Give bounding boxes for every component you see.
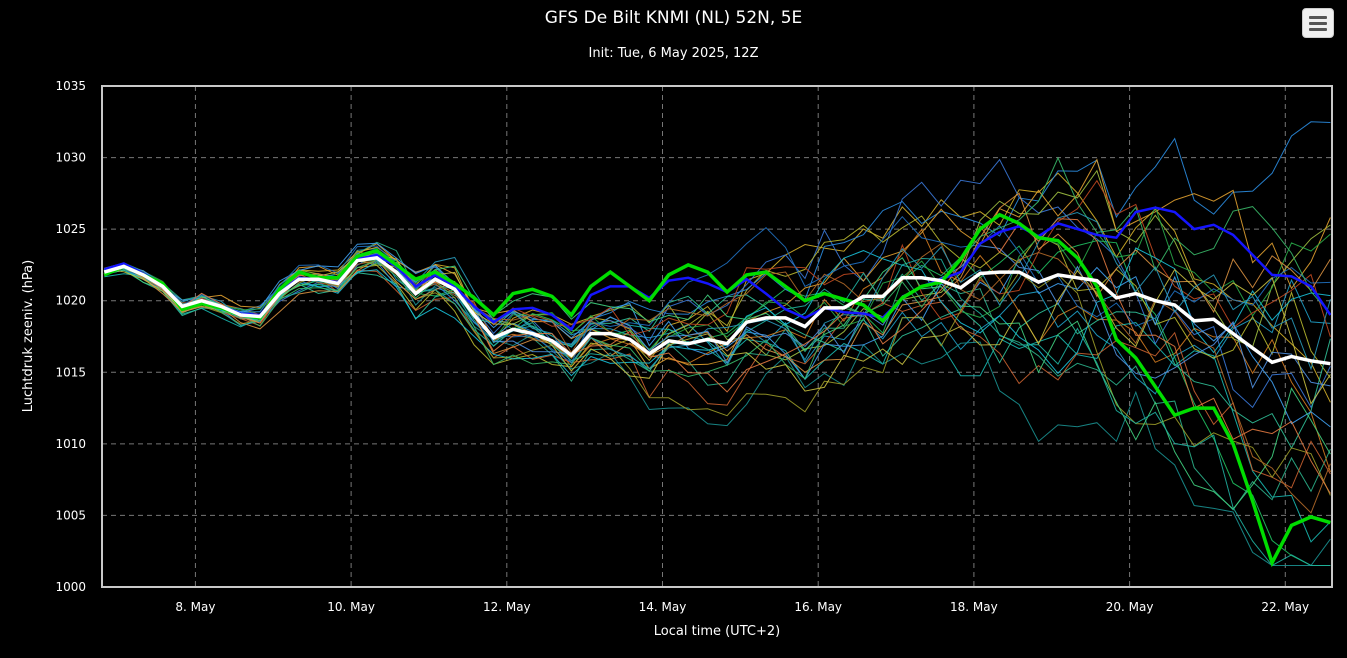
- main-lines: [103, 206, 1332, 568]
- ensemble-member-line: [104, 169, 1331, 361]
- ensemble-member-line: [104, 242, 1331, 428]
- plot-border: [101, 85, 1333, 588]
- x-tick-label: 22. May: [1261, 600, 1309, 614]
- y-tick-label: 1025: [55, 222, 86, 236]
- control-run-line: [103, 212, 1331, 568]
- y-tick-label: 1020: [55, 294, 86, 308]
- x-tick-label: 10. May: [327, 600, 375, 614]
- ensemble-mean-line: [103, 255, 1331, 366]
- x-axis-labels: 8. May 10. May 12. May 14. May 16. May 18. Ma…: [175, 600, 1309, 614]
- x-tick-label: 20. May: [1106, 600, 1154, 614]
- ensemble-member-line: [104, 158, 1331, 409]
- ensemble-member-line: [104, 156, 1331, 380]
- y-tick-label: 1030: [55, 151, 86, 165]
- x-tick-label: 16. May: [794, 600, 842, 614]
- y-axis-labels: 1000 1005 1010 1015 1020 1025 1030 1035: [55, 79, 86, 594]
- x-tick-label: 18. May: [950, 600, 998, 614]
- ensemble-member-line: [104, 263, 1331, 489]
- y-tick-label: 1035: [55, 79, 86, 93]
- ensemble-member-line: [104, 256, 1331, 510]
- x-tick-label: 8. May: [175, 600, 215, 614]
- chart-subtitle: Init: Tue, 6 May 2025, 12Z: [588, 46, 759, 61]
- chart-title: GFS De Bilt KNMI (NL) 52N, 5E: [544, 8, 803, 28]
- y-tick-label: 1005: [55, 508, 86, 522]
- y-tick-label: 1010: [55, 437, 86, 451]
- plot-background: [102, 86, 1332, 587]
- y-axis-title: Luchtdruk zeeniv. (hPa): [21, 260, 36, 412]
- x-tick-label: 14. May: [639, 600, 687, 614]
- hamburger-menu-icon[interactable]: [1302, 8, 1334, 38]
- ensemble-member-line: [104, 121, 1331, 345]
- y-tick-label: 1000: [55, 580, 86, 594]
- x-tick-label: 12. May: [483, 600, 531, 614]
- y-tick-label: 1015: [55, 365, 86, 379]
- x-axis-title: Local time (UTC+2): [654, 624, 780, 639]
